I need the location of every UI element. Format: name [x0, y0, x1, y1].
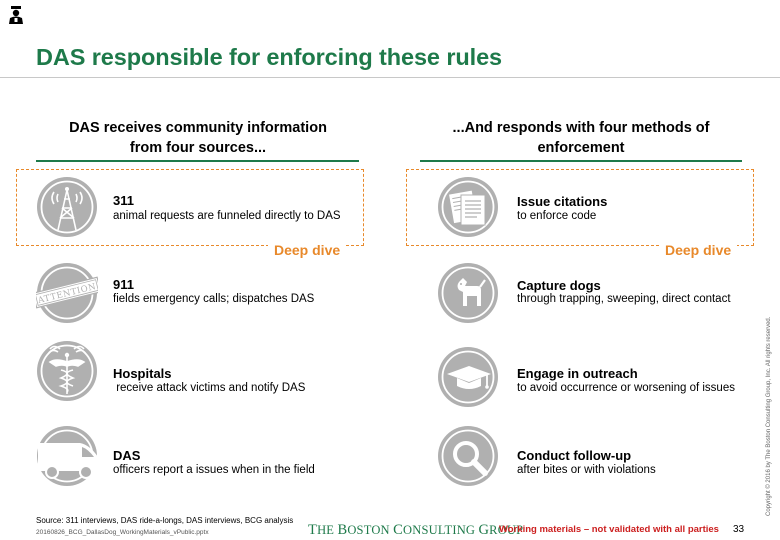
- bcg-wordmark: THE BOSTON CONSULTING GROUP: [308, 522, 523, 539]
- left-deep-dive-box: [16, 169, 364, 246]
- item-das-title: DAS: [113, 448, 141, 463]
- brand-oston: OSTON: [347, 523, 394, 537]
- item-followup-title: Conduct follow-up: [517, 448, 632, 463]
- medical-caduceus-icon: [37, 341, 97, 401]
- item-capture-desc: through trapping, sweeping, direct conta…: [517, 293, 731, 305]
- item-citations-desc: to enforce code: [517, 210, 597, 222]
- right-deep-dive-label[interactable]: Deep dive: [659, 242, 738, 258]
- item-311-desc: animal requests are funneled directly to…: [113, 210, 341, 222]
- right-deep-dive-box: [406, 169, 754, 246]
- left-deep-dive-label[interactable]: Deep dive: [268, 242, 347, 258]
- source-note: Source: 311 interviews, DAS ride-a-longs…: [36, 516, 294, 525]
- logo-icon: [9, 6, 23, 24]
- item-911-desc: fields emergency calls; dispatches DAS: [113, 293, 315, 305]
- attention-stamp-icon: ATTENTION: [36, 263, 98, 323]
- title-divider: [0, 77, 780, 78]
- left-heading-line2: from four sources...: [129, 140, 267, 156]
- item-911-title: 911: [113, 277, 134, 292]
- brand-onsulting: ONSULTING: [402, 523, 479, 537]
- page-title: DAS responsible for enforcing these rule…: [36, 44, 503, 70]
- page-number: 33: [733, 524, 745, 535]
- file-name: 20160826_BCG_DallasDog_WorkingMaterials_…: [36, 529, 209, 536]
- left-column-rule: [36, 160, 359, 162]
- item-hospitals-desc: receive attack victims and notify DAS: [113, 382, 306, 394]
- copyright-notice: Copyright © 2016 by The Boston Consultin…: [766, 316, 772, 516]
- brand-c: C: [393, 522, 403, 538]
- right-heading-line2: enforcement: [537, 140, 625, 156]
- item-hospitals-title: Hospitals: [113, 366, 172, 381]
- right-heading-line1: ...And responds with four methods of: [452, 120, 710, 136]
- left-heading-line1: DAS receives community information: [69, 120, 327, 136]
- right-column-rule: [420, 160, 742, 162]
- brand-he: HE: [317, 523, 338, 537]
- left-column-heading: DAS receives community information from …: [36, 118, 360, 158]
- item-das-desc: officers report a issues when in the fie…: [113, 464, 315, 476]
- dog-icon: [438, 263, 498, 323]
- brand-b: B: [337, 522, 348, 538]
- item-outreach-desc: to avoid occurrence or worsening of issu…: [517, 382, 735, 394]
- right-column-heading: ...And responds with four methods of enf…: [420, 118, 742, 158]
- brand-g: G: [478, 522, 490, 538]
- item-outreach-title: Engage in outreach: [517, 366, 638, 381]
- van-icon: [37, 426, 98, 486]
- brand-roup: ROUP: [489, 523, 524, 537]
- item-311-title: 311: [113, 193, 134, 208]
- item-citations-title: Issue citations: [517, 194, 608, 209]
- magnifier-icon: [438, 426, 498, 486]
- graduation-cap-icon: [438, 347, 498, 407]
- documents-icon: [438, 177, 498, 237]
- item-followup-desc: after bites or with violations: [517, 464, 656, 476]
- item-capture-title: Capture dogs: [517, 278, 601, 293]
- radio-tower-icon: [37, 177, 97, 237]
- working-materials-warning: Working materials – not validated with a…: [499, 524, 719, 535]
- brand-t: T: [308, 522, 318, 538]
